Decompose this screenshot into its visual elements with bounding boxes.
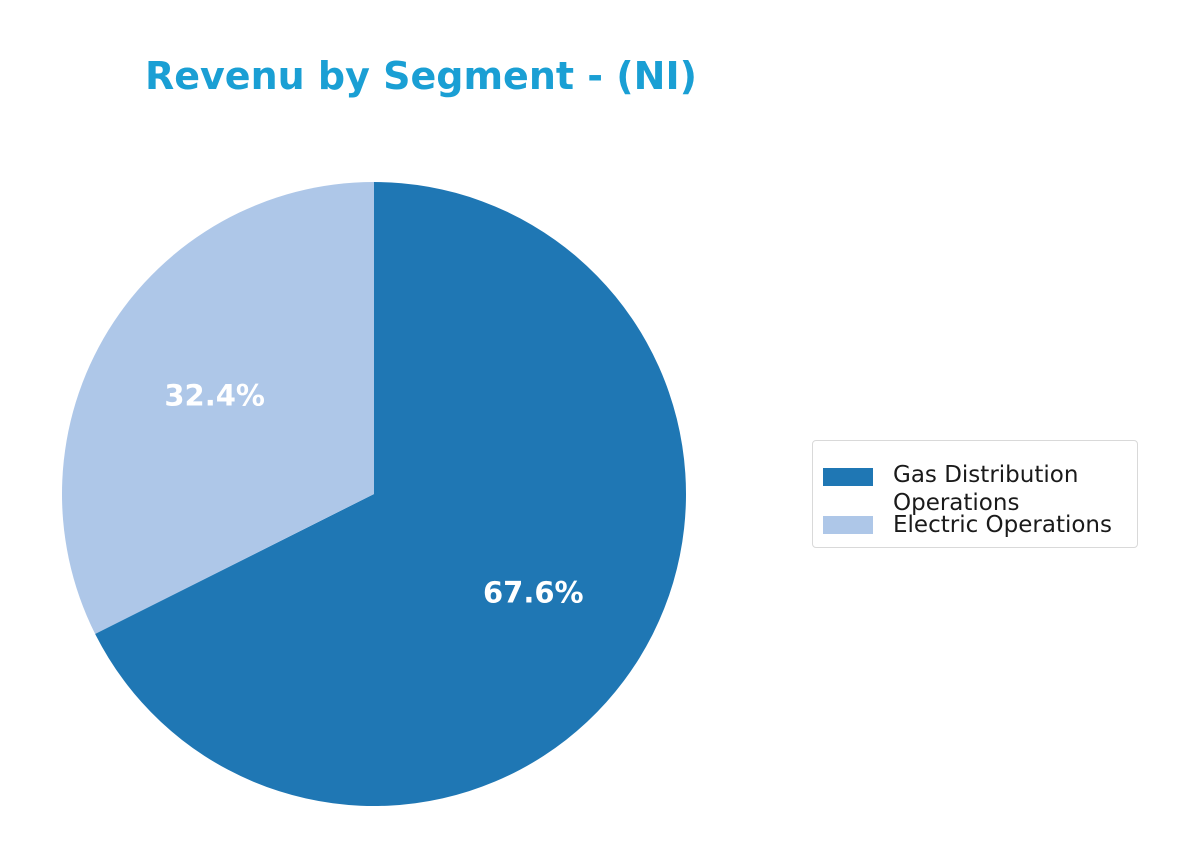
pie-percentage-labels: 67.6% 32.4%	[164, 379, 583, 610]
legend-label-electric-operations: Electric Operations	[893, 512, 1112, 538]
legend: Gas Distribution Operations Electric Ope…	[812, 440, 1138, 548]
legend-swatch-gas-distribution	[823, 468, 873, 486]
pie-label-electric-operations: 32.4%	[164, 379, 265, 413]
pie-slice-electric-operations	[61, 181, 374, 634]
legend-label-gas-distribution-line-2: Operations	[893, 490, 1020, 516]
pie-slice-gas-distribution-operations	[95, 182, 687, 806]
pie-slices	[61, 181, 687, 806]
pie-label-gas-distribution-operations: 67.6%	[483, 575, 584, 609]
chart-title: Revenu by Segment - (NI)	[145, 54, 697, 98]
legend-swatch-electric-operations	[823, 516, 873, 534]
legend-label-gas-distribution-line-1: Gas Distribution	[893, 462, 1079, 488]
